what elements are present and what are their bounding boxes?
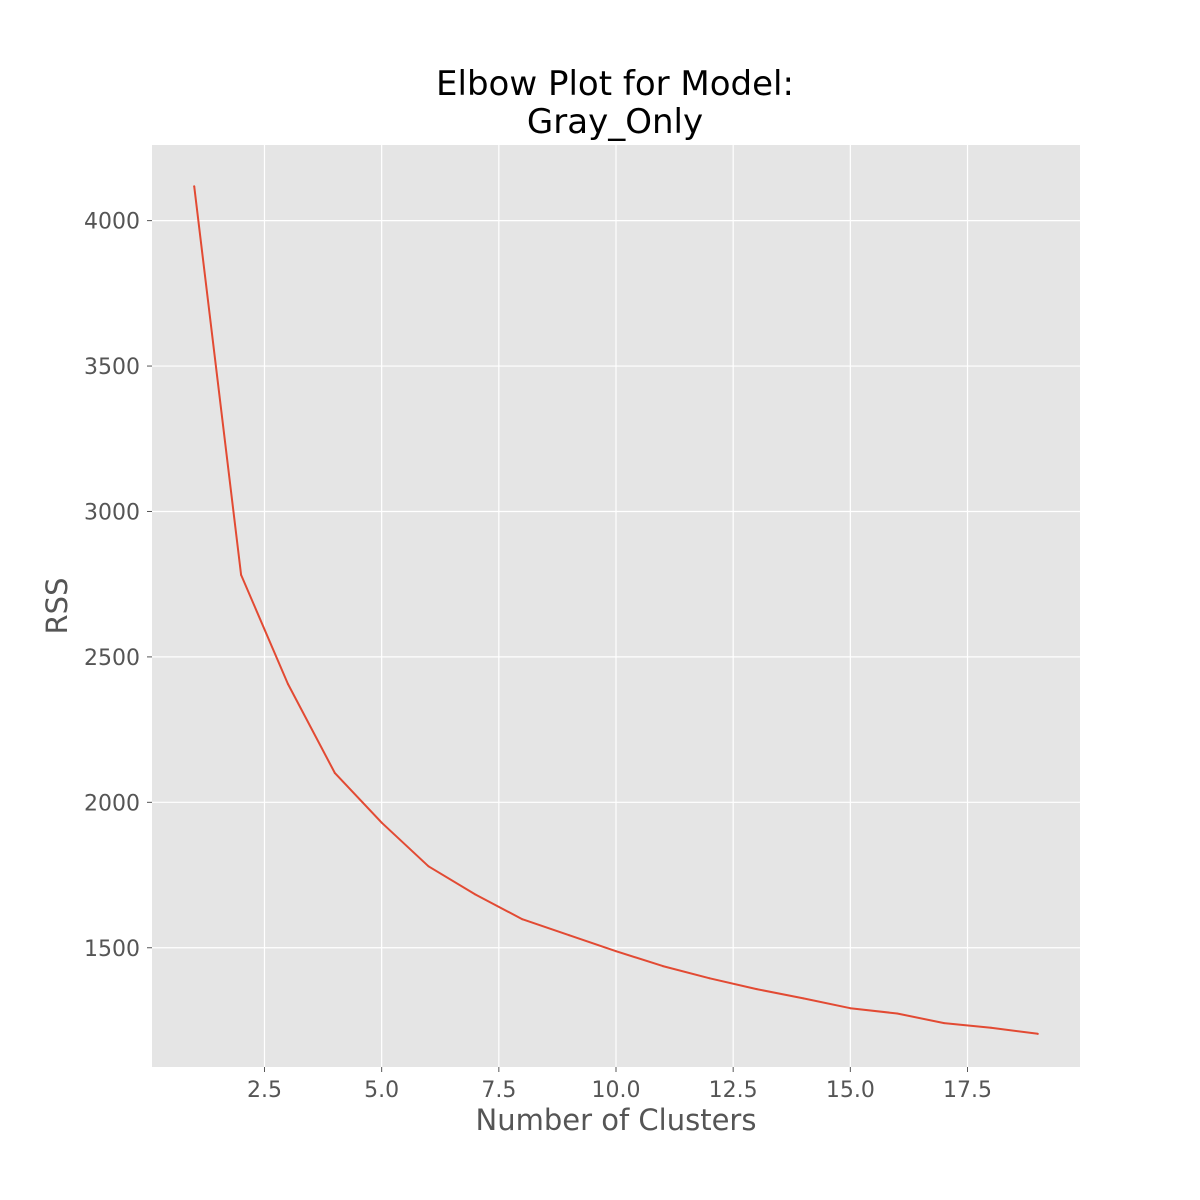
data-point xyxy=(333,771,336,774)
data-point xyxy=(708,977,711,980)
y-tick-label: 4000 xyxy=(84,210,140,235)
tick-labels: 2.5 5.0 7.5 10.0 12.5 15.0 17.5 1500 2000 2500 300… xyxy=(84,210,992,1103)
data-point xyxy=(521,918,524,921)
x-tick-label: 5.0 xyxy=(364,1078,399,1103)
data-point xyxy=(568,934,571,937)
data-point xyxy=(802,997,805,1000)
x-tick-label: 7.5 xyxy=(481,1078,516,1103)
data-point xyxy=(380,821,383,824)
data-point xyxy=(896,1012,899,1015)
y-tick-label: 1500 xyxy=(84,937,140,962)
y-tick-label: 2000 xyxy=(84,791,140,816)
data-point xyxy=(286,682,289,685)
data-point xyxy=(1036,1032,1039,1035)
data-point xyxy=(755,988,758,991)
data-point xyxy=(474,893,477,896)
x-tick-label: 15.0 xyxy=(826,1078,875,1103)
y-tick-label: 3500 xyxy=(84,355,140,380)
data-point xyxy=(849,1007,852,1010)
data-point xyxy=(240,573,243,576)
x-axis-label: Number of Clusters xyxy=(476,1103,757,1137)
y-axis-label: RSS xyxy=(40,578,74,635)
y-tick-label: 3000 xyxy=(84,500,140,525)
data-point xyxy=(661,965,664,968)
data-point xyxy=(193,185,196,188)
x-tick-label: 17.5 xyxy=(943,1078,992,1103)
x-tick-label: 2.5 xyxy=(247,1078,282,1103)
series-layer xyxy=(193,185,1039,1035)
x-tick-label: 12.5 xyxy=(709,1078,758,1103)
data-point xyxy=(615,950,617,953)
chart-title-line-1: Elbow Plot for Model: xyxy=(436,64,794,104)
y-tick-label: 2500 xyxy=(84,646,140,671)
data-point xyxy=(427,865,430,868)
x-tick-label: 10.0 xyxy=(592,1078,641,1103)
data-point xyxy=(989,1026,992,1029)
grid-lines xyxy=(152,145,1080,1067)
chart-title-line-2: Gray_Only xyxy=(526,102,704,142)
data-point xyxy=(943,1022,946,1025)
